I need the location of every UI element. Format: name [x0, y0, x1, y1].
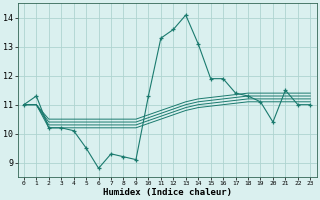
X-axis label: Humidex (Indice chaleur): Humidex (Indice chaleur) — [103, 188, 232, 197]
